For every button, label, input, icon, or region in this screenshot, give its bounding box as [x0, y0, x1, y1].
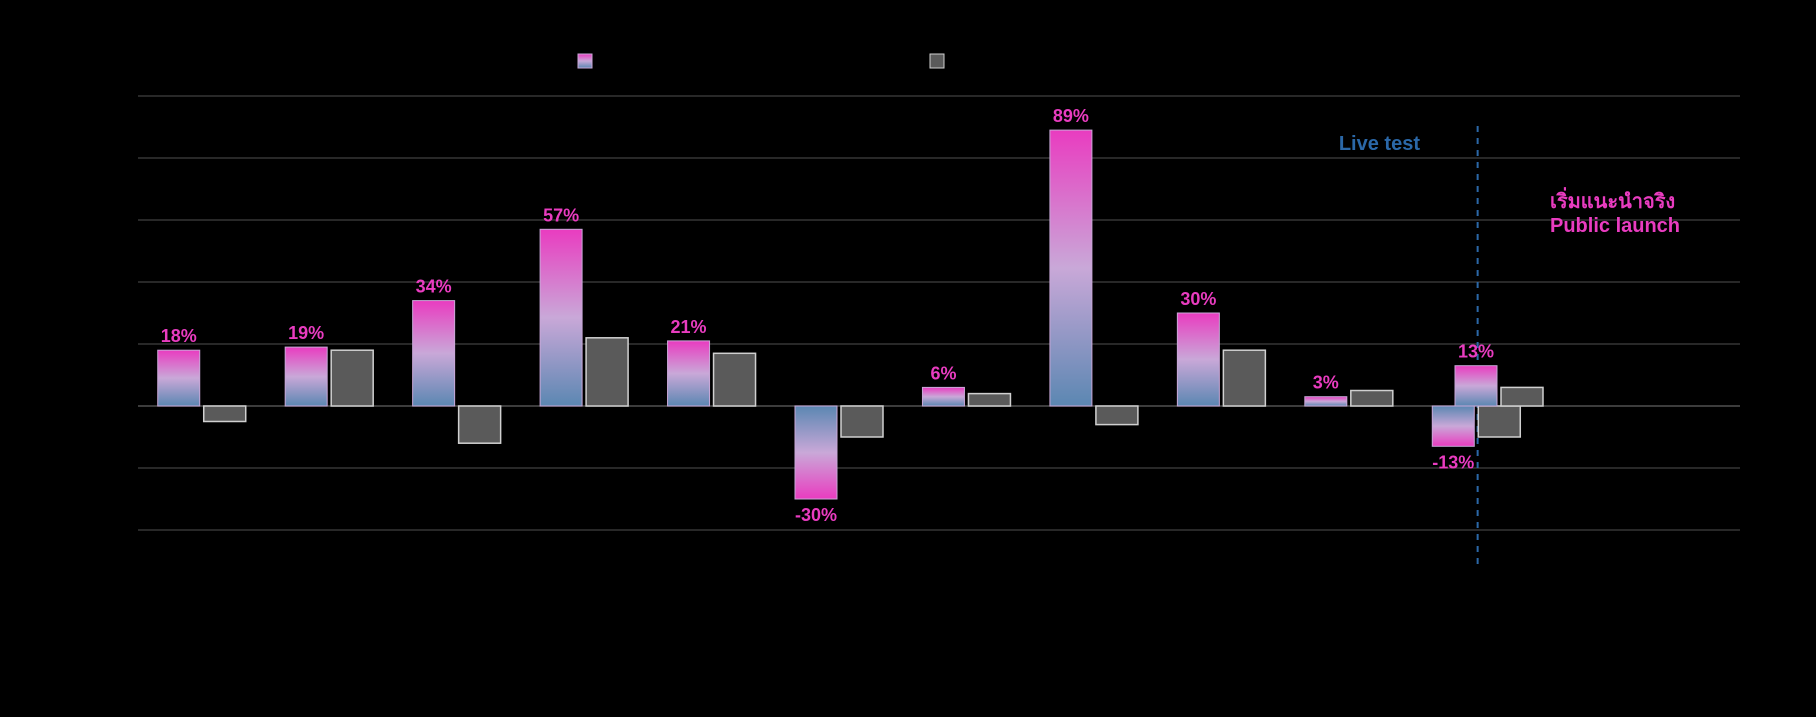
bar-series-a: [285, 347, 327, 406]
bar-label-a: 34%: [416, 277, 452, 297]
bar-series-b: [1501, 387, 1543, 406]
bar-label-a: 21%: [671, 317, 707, 337]
bar-series-b: [1351, 391, 1393, 407]
chart-svg: 18% 19% 34% 57% 21% -30% 6% 89% 30% 3% -13% 13% Live…: [0, 0, 1816, 712]
chart-background: [0, 0, 1816, 712]
bar-label-a: 6%: [930, 363, 956, 383]
bar-series-a: [795, 406, 837, 499]
chart-container: 18% 19% 34% 57% 21% -30% 6% 89% 30% 3% -13% 13% Live…: [0, 0, 1816, 712]
bar-series-b: [1223, 350, 1265, 406]
bar-label-a: 19%: [288, 323, 324, 343]
legend-swatch-a: [578, 54, 592, 68]
legend-swatch-b: [930, 54, 944, 68]
bar-series-b: [586, 338, 628, 406]
bar-series-a: [1432, 406, 1474, 446]
bar-label-a: 13%: [1458, 342, 1494, 362]
bar-series-b: [331, 350, 373, 406]
bar-series-a: [922, 387, 964, 406]
bar-label-a: -30%: [795, 505, 837, 525]
bar-label-a: 30%: [1180, 289, 1216, 309]
bar-series-a: [1305, 397, 1347, 406]
bar-series-a: [668, 341, 710, 406]
bar-series-b: [1096, 406, 1138, 425]
bar-series-b: [714, 353, 756, 406]
bar-series-a: [158, 350, 200, 406]
bar-series-a: [1050, 130, 1092, 406]
bar-series-a: [413, 301, 455, 406]
bar-series-a: [540, 229, 582, 406]
bar-series-a: [1455, 366, 1497, 406]
bar-series-b: [968, 394, 1010, 406]
bar-label-a: 3%: [1313, 373, 1339, 393]
annotation-text: เริ่มแนะนำจริง: [1550, 186, 1675, 213]
bar-series-b: [841, 406, 883, 437]
bar-label-a: 18%: [161, 326, 197, 346]
annotation-text: Public launch: [1550, 215, 1680, 237]
bar-label-a: -13%: [1432, 452, 1474, 472]
bar-label-a: 57%: [543, 205, 579, 225]
bar-label-a: 89%: [1053, 106, 1089, 126]
bar-series-a: [1177, 313, 1219, 406]
bar-series-b: [459, 406, 501, 443]
bar-series-b: [204, 406, 246, 422]
annotation-text: Live test: [1339, 133, 1420, 155]
bar-series-b: [1478, 406, 1520, 437]
